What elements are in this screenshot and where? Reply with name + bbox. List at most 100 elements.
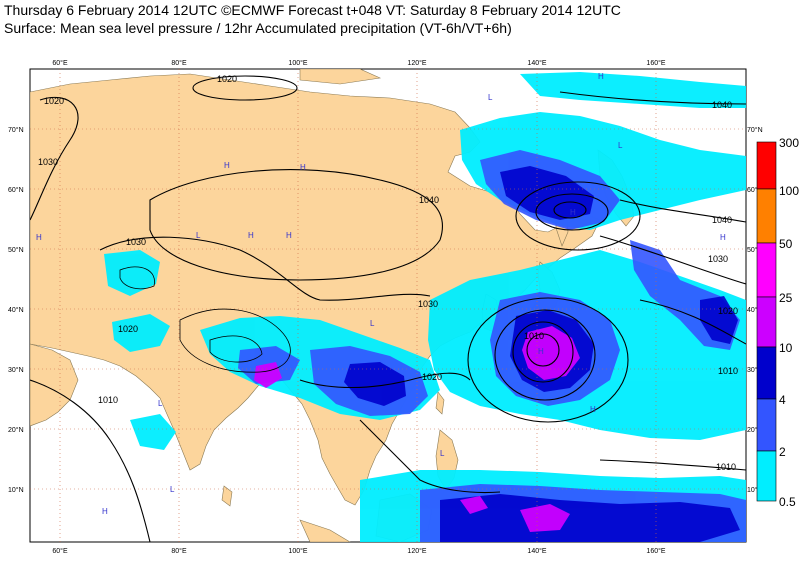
- colorbar: [756, 141, 777, 502]
- colorbar-swatch-100-50: [756, 188, 777, 244]
- isobar-label: 1020: [118, 324, 138, 334]
- high-marker: H: [538, 347, 544, 356]
- lon-labels: 60°E 80°E 100°E 120°E 140°E 160°E 60°E 8…: [52, 59, 666, 555]
- precip-vheavy-tropics: [520, 504, 570, 532]
- colorbar-label: 10: [779, 341, 793, 355]
- pressure-centers: H H H H H H H H H H H L L L L L L L: [36, 72, 726, 516]
- high-marker: H: [102, 507, 108, 516]
- colorbar-label: 300: [779, 136, 800, 150]
- isobar-high-arctic: [192, 75, 298, 101]
- colorbar-swatch-4-2: [756, 398, 777, 452]
- chart-subtitle: Surface: Mean sea level pressure / 12hr …: [4, 20, 512, 36]
- lat-label-left: 30°N: [8, 366, 24, 374]
- colorbar-swatch-25-10: [756, 296, 777, 348]
- lat-label-right: 20°N: [747, 426, 763, 434]
- lon-label-bottom: 100°E: [288, 547, 307, 555]
- lat-label-right: 10°N: [747, 486, 763, 494]
- isobar-low-pacific-2: [512, 321, 574, 383]
- lon-label-top: 80°E: [171, 59, 187, 67]
- precip-light-arctic: [520, 72, 746, 108]
- precip-layer: [104, 72, 746, 542]
- colorbar-swatch-2-05: [756, 450, 777, 502]
- high-marker: H: [36, 233, 42, 242]
- high-marker: H: [248, 231, 254, 240]
- high-marker: H: [570, 208, 576, 217]
- lat-label-right: 30°N: [747, 366, 763, 374]
- colorbar-label: 25: [779, 291, 793, 305]
- isobar-low-okhotsk-1: [553, 201, 587, 219]
- isobar-label: 1040: [419, 195, 439, 205]
- low-marker: L: [370, 319, 375, 328]
- colorbar-swatch-10-4: [756, 346, 777, 400]
- isobar-1010-east: [599, 459, 746, 471]
- lon-label-top: 120°E: [407, 59, 426, 67]
- lat-label-left: 50°N: [8, 246, 24, 254]
- isobar-low-okhotsk-3: [515, 181, 641, 251]
- lat-label-left: 40°N: [8, 306, 24, 314]
- isobar-label: 1010: [98, 395, 118, 405]
- isobar-siberia-1040: [149, 169, 444, 281]
- isobar-label: 1020: [44, 96, 64, 106]
- lat-label-left: 20°N: [8, 426, 24, 434]
- precip-vheavy-tropics2: [460, 496, 488, 514]
- isobar-east-1030: [599, 235, 746, 285]
- high-marker: H: [300, 163, 306, 172]
- isobar-label: 1040: [712, 215, 732, 225]
- lat-label-right: 50°N: [747, 246, 763, 254]
- isobar-small-contours: [119, 266, 291, 373]
- low-marker: L: [440, 449, 445, 458]
- isobar-label: 1010: [716, 462, 736, 472]
- isobar-label: 1010: [524, 331, 544, 341]
- precip-heavy-china: [344, 362, 406, 406]
- isobar-1020-china: [299, 372, 471, 388]
- isobar-label: 1040: [712, 100, 732, 110]
- lon-label-bottom: 80°E: [171, 547, 187, 555]
- isobars: [30, 75, 746, 542]
- colorbar-swatch-300-100: [756, 141, 777, 190]
- colorbar-label: 50: [779, 237, 793, 251]
- isobar-1010-south: [359, 419, 501, 494]
- lat-labels: 70°N 60°N 50°N 40°N 30°N 20°N 10°N 70°N …: [8, 126, 763, 494]
- colorbar-label: 4: [779, 393, 786, 407]
- lat-label-right: 70°N: [747, 126, 763, 134]
- isobar-low-pacific-1: [526, 333, 560, 367]
- land-srilanka: [221, 485, 233, 507]
- precip-heavy-tropics: [440, 494, 740, 542]
- lat-label-left: 10°N: [8, 486, 24, 494]
- colorbar-label: 0.5: [779, 495, 796, 509]
- lat-label-left: 60°N: [8, 186, 24, 194]
- isobar-1030: [99, 236, 431, 301]
- land-taiwan: [435, 391, 445, 415]
- low-marker: L: [488, 93, 493, 102]
- low-marker: L: [196, 231, 201, 240]
- lat-label-right: 60°N: [747, 186, 763, 194]
- lat-label-left: 70°N: [8, 126, 24, 134]
- low-marker: L: [158, 399, 163, 408]
- precip-light-west: [104, 250, 160, 296]
- isobar-label: 1030: [126, 237, 146, 247]
- high-marker: H: [720, 233, 726, 242]
- isobar-label: 1020: [718, 306, 738, 316]
- lon-label-bottom: 60°E: [52, 547, 68, 555]
- lon-label-bottom: 140°E: [527, 547, 546, 555]
- isobar-label: 1030: [418, 299, 438, 309]
- isobar-low-okhotsk-2: [535, 193, 609, 231]
- low-marker: L: [618, 141, 623, 150]
- isobar-label: 1020: [422, 372, 442, 382]
- isobar-arctic-1040: [559, 91, 746, 105]
- land-sumatra: [299, 519, 351, 542]
- isobar-label: 1030: [708, 254, 728, 264]
- precip-heavy-east: [700, 296, 738, 344]
- isobar-1020-west: [30, 96, 79, 221]
- colorbar-label: 2: [779, 445, 786, 459]
- lon-label-top: 100°E: [288, 59, 307, 67]
- precip-light-kazakh: [112, 314, 170, 352]
- isobar-label: 1010: [718, 366, 738, 376]
- high-marker: H: [224, 161, 230, 170]
- lon-label-top: 160°E: [646, 59, 665, 67]
- lon-label-top: 60°E: [52, 59, 68, 67]
- precip-vheavy-himalaya: [254, 362, 282, 388]
- lon-label-bottom: 160°E: [646, 547, 665, 555]
- isobar-east-1040: [619, 199, 746, 223]
- colorbar-swatch-50-25: [756, 242, 777, 298]
